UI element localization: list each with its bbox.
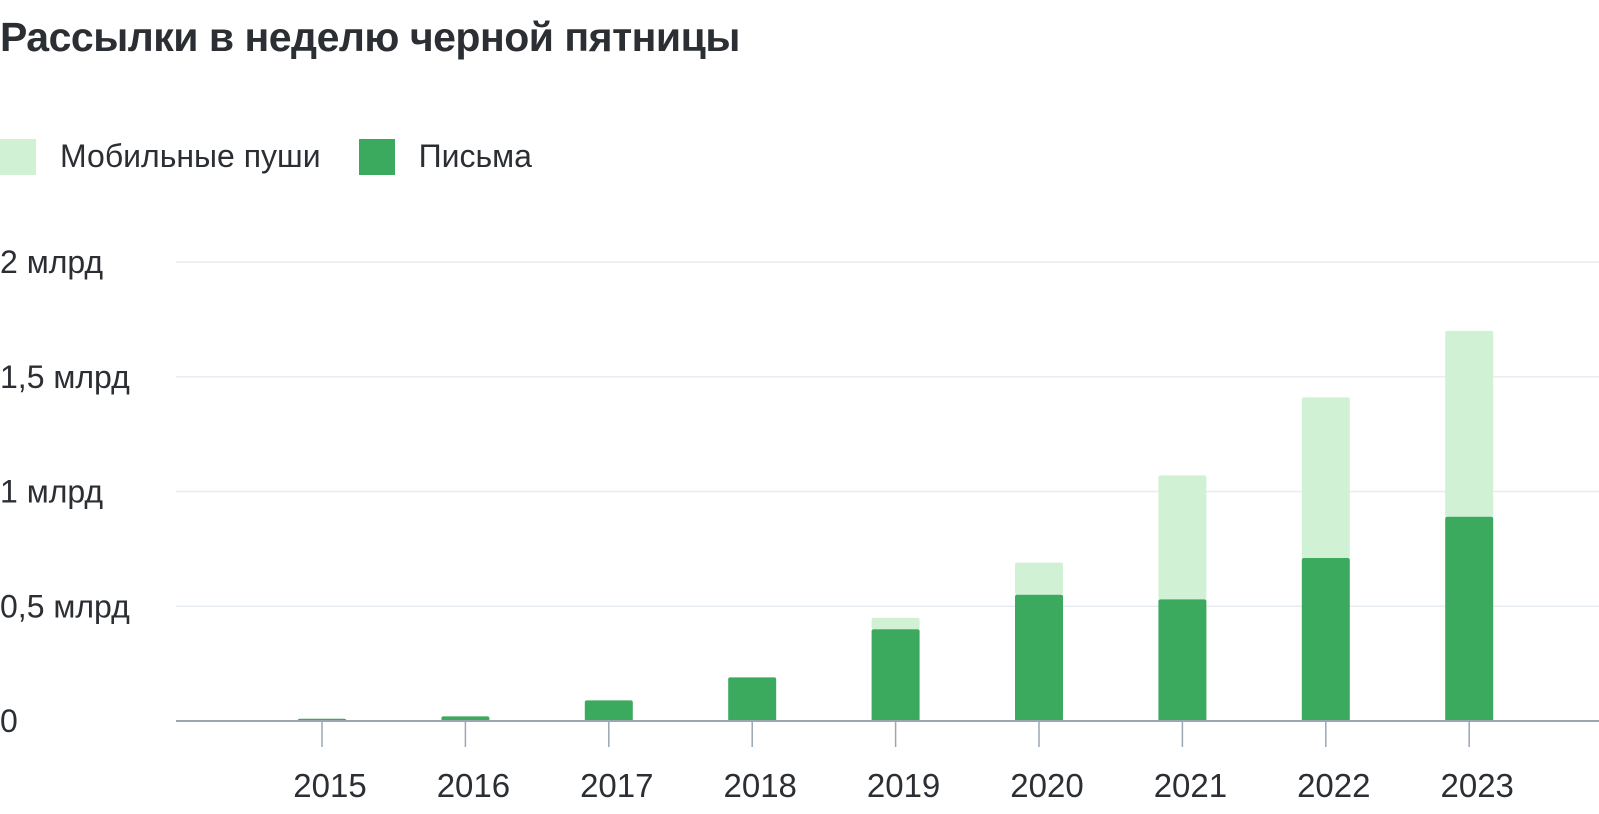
legend-swatch-pushes [0, 138, 36, 175]
bar-mobile-pushes [1015, 562, 1063, 595]
bar-letters [871, 629, 920, 721]
x-tick-label: 2023 [1440, 767, 1513, 804]
chart-title: Рассылки в неделю черной пятницы [0, 14, 740, 60]
x-tick-label: 2020 [1010, 767, 1083, 804]
y-tick-label: 0 [0, 703, 18, 739]
bar-letters [1445, 516, 1494, 721]
y-tick-label: 1 млрд [0, 474, 103, 510]
bar-letters [584, 700, 633, 721]
y-tick-label: 1,5 млрд [0, 359, 130, 395]
legend-swatch-letters [358, 138, 395, 175]
x-tick-label: 2021 [1154, 767, 1227, 804]
legend-label-pushes: Мобильные пуши [60, 138, 321, 174]
x-tick-label: 2015 [293, 767, 366, 804]
bar-mobile-pushes [1445, 330, 1494, 517]
bar-mobile-pushes [1158, 475, 1207, 600]
y-tick-label: 0,5 млрд [0, 588, 130, 624]
y-tick-label: 2 млрд [0, 244, 103, 280]
x-tick-label: 2017 [580, 767, 653, 804]
x-tick-label: 2018 [723, 767, 796, 804]
bar-letters [1301, 558, 1350, 721]
bar-letters [441, 716, 490, 721]
legend-item-pushes: Мобильные пуши [0, 138, 321, 175]
legend-label-letters: Письма [418, 138, 532, 174]
legend-item-letters: Письма [358, 138, 532, 175]
bar-letters [1158, 599, 1207, 721]
x-tick-label: 2022 [1297, 767, 1370, 804]
legend: Мобильные пуши Письма [0, 138, 570, 175]
x-tick-label: 2016 [437, 767, 510, 804]
bar-letters [1015, 594, 1063, 721]
bar-mobile-pushes [1301, 397, 1350, 559]
x-tick-label: 2019 [867, 767, 940, 804]
bar-letters [728, 677, 777, 721]
bar-mobile-pushes [871, 617, 920, 630]
